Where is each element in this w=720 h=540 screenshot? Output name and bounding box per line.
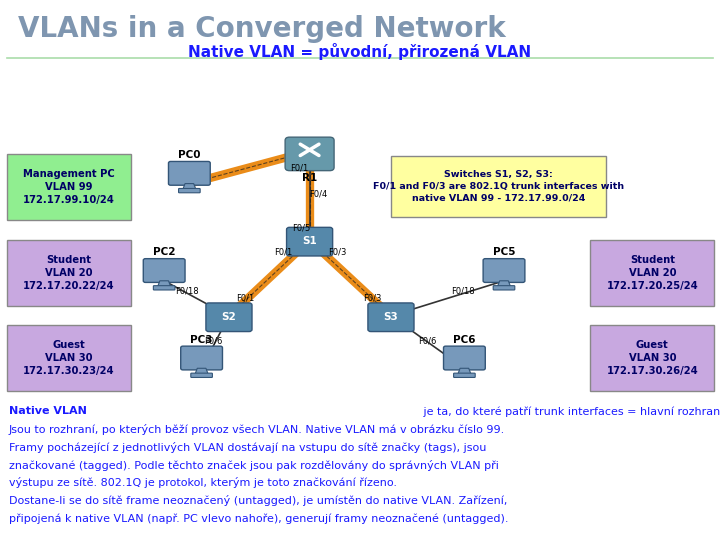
FancyBboxPatch shape <box>191 373 212 377</box>
FancyBboxPatch shape <box>206 303 252 332</box>
FancyBboxPatch shape <box>590 240 714 306</box>
FancyBboxPatch shape <box>444 346 485 370</box>
FancyBboxPatch shape <box>493 286 515 290</box>
Text: Dostane-li se do sítě frame neoznačený (untagged), je umístěn do native VLAN. Za: Dostane-li se do sítě frame neoznačený (… <box>9 495 507 506</box>
Text: F0/3: F0/3 <box>363 294 382 302</box>
Text: S2: S2 <box>222 312 236 322</box>
Text: Guest
VLAN 30
172.17.30.23/24: Guest VLAN 30 172.17.30.23/24 <box>23 340 115 376</box>
Text: Native VLAN: Native VLAN <box>9 406 86 416</box>
FancyBboxPatch shape <box>179 188 200 193</box>
FancyBboxPatch shape <box>391 156 606 217</box>
Text: F0/3: F0/3 <box>328 248 346 256</box>
Text: je ta, do které patří trunk interfaces = hlavní rozhraní, v obrázku F0/1, F0/3, : je ta, do které patří trunk interfaces =… <box>420 406 720 416</box>
FancyBboxPatch shape <box>483 259 525 282</box>
Text: Framy pocházející z jednotlivých VLAN dostávají na vstupu do sítě značky (tags),: Framy pocházející z jednotlivých VLAN do… <box>9 442 486 453</box>
Text: F0/1: F0/1 <box>274 248 292 256</box>
Text: F0/1: F0/1 <box>289 164 308 173</box>
Text: PC5: PC5 <box>492 247 516 257</box>
Polygon shape <box>157 281 171 288</box>
FancyBboxPatch shape <box>285 137 334 171</box>
Text: Guest
VLAN 30
172.17.30.26/24: Guest VLAN 30 172.17.30.26/24 <box>606 340 698 376</box>
FancyBboxPatch shape <box>454 373 475 377</box>
Text: F0/18: F0/18 <box>451 286 474 295</box>
FancyBboxPatch shape <box>153 286 175 290</box>
Text: Management PC
VLAN 99
172.17.99.10/24: Management PC VLAN 99 172.17.99.10/24 <box>23 168 115 205</box>
Polygon shape <box>457 368 472 376</box>
Text: F0/6: F0/6 <box>204 337 222 346</box>
Text: S3: S3 <box>384 312 398 322</box>
Text: F0/1: F0/1 <box>235 294 254 302</box>
Text: Student
VLAN 20
172.17.20.25/24: Student VLAN 20 172.17.20.25/24 <box>606 255 698 292</box>
Text: Switches S1, S2, S3:
F0/1 and F0/3 are 802.1Q trunk interfaces with
native VLAN : Switches S1, S2, S3: F0/1 and F0/3 are 8… <box>373 170 624 202</box>
Polygon shape <box>194 368 209 376</box>
Text: značkované (tagged). Podle těchto značek jsou pak rozdělovány do správných VLAN : značkované (tagged). Podle těchto značek… <box>9 460 498 470</box>
Text: PC0: PC0 <box>178 150 201 160</box>
FancyBboxPatch shape <box>368 303 414 332</box>
Text: připojená k native VLAN (např. PC vlevo nahoře), generují framy neoznačené (unta: připojená k native VLAN (např. PC vlevo … <box>9 513 508 523</box>
FancyBboxPatch shape <box>143 259 185 282</box>
Text: S1: S1 <box>302 237 317 246</box>
Text: VLANs in a Converged Network: VLANs in a Converged Network <box>18 15 505 43</box>
Text: R1: R1 <box>302 173 318 183</box>
Text: F0/4: F0/4 <box>309 190 328 199</box>
Text: Jsou to rozhraní, po kterých běží provoz všech VLAN. Native VLAN má v obrázku čí: Jsou to rozhraní, po kterých běží provoz… <box>9 424 505 435</box>
FancyBboxPatch shape <box>287 227 333 256</box>
FancyBboxPatch shape <box>7 240 131 306</box>
FancyBboxPatch shape <box>7 325 131 391</box>
FancyBboxPatch shape <box>168 161 210 185</box>
FancyBboxPatch shape <box>590 325 714 391</box>
Text: PC3: PC3 <box>190 334 213 345</box>
Polygon shape <box>497 281 511 288</box>
Polygon shape <box>182 184 197 191</box>
FancyBboxPatch shape <box>7 154 131 220</box>
FancyBboxPatch shape <box>181 346 222 370</box>
Text: F0/5: F0/5 <box>292 224 310 232</box>
Text: F0/6: F0/6 <box>418 337 436 346</box>
Text: výstupu ze sítě. 802.1Q je protokol, kterým je toto značkování řízeno.: výstupu ze sítě. 802.1Q je protokol, kte… <box>9 477 397 488</box>
Text: F0/18: F0/18 <box>176 286 199 295</box>
Text: PC2: PC2 <box>153 247 176 257</box>
Text: Student
VLAN 20
172.17.20.22/24: Student VLAN 20 172.17.20.22/24 <box>23 255 115 292</box>
Text: Native VLAN = původní, přirozená VLAN: Native VLAN = původní, přirozená VLAN <box>189 43 531 60</box>
Text: PC6: PC6 <box>453 334 476 345</box>
